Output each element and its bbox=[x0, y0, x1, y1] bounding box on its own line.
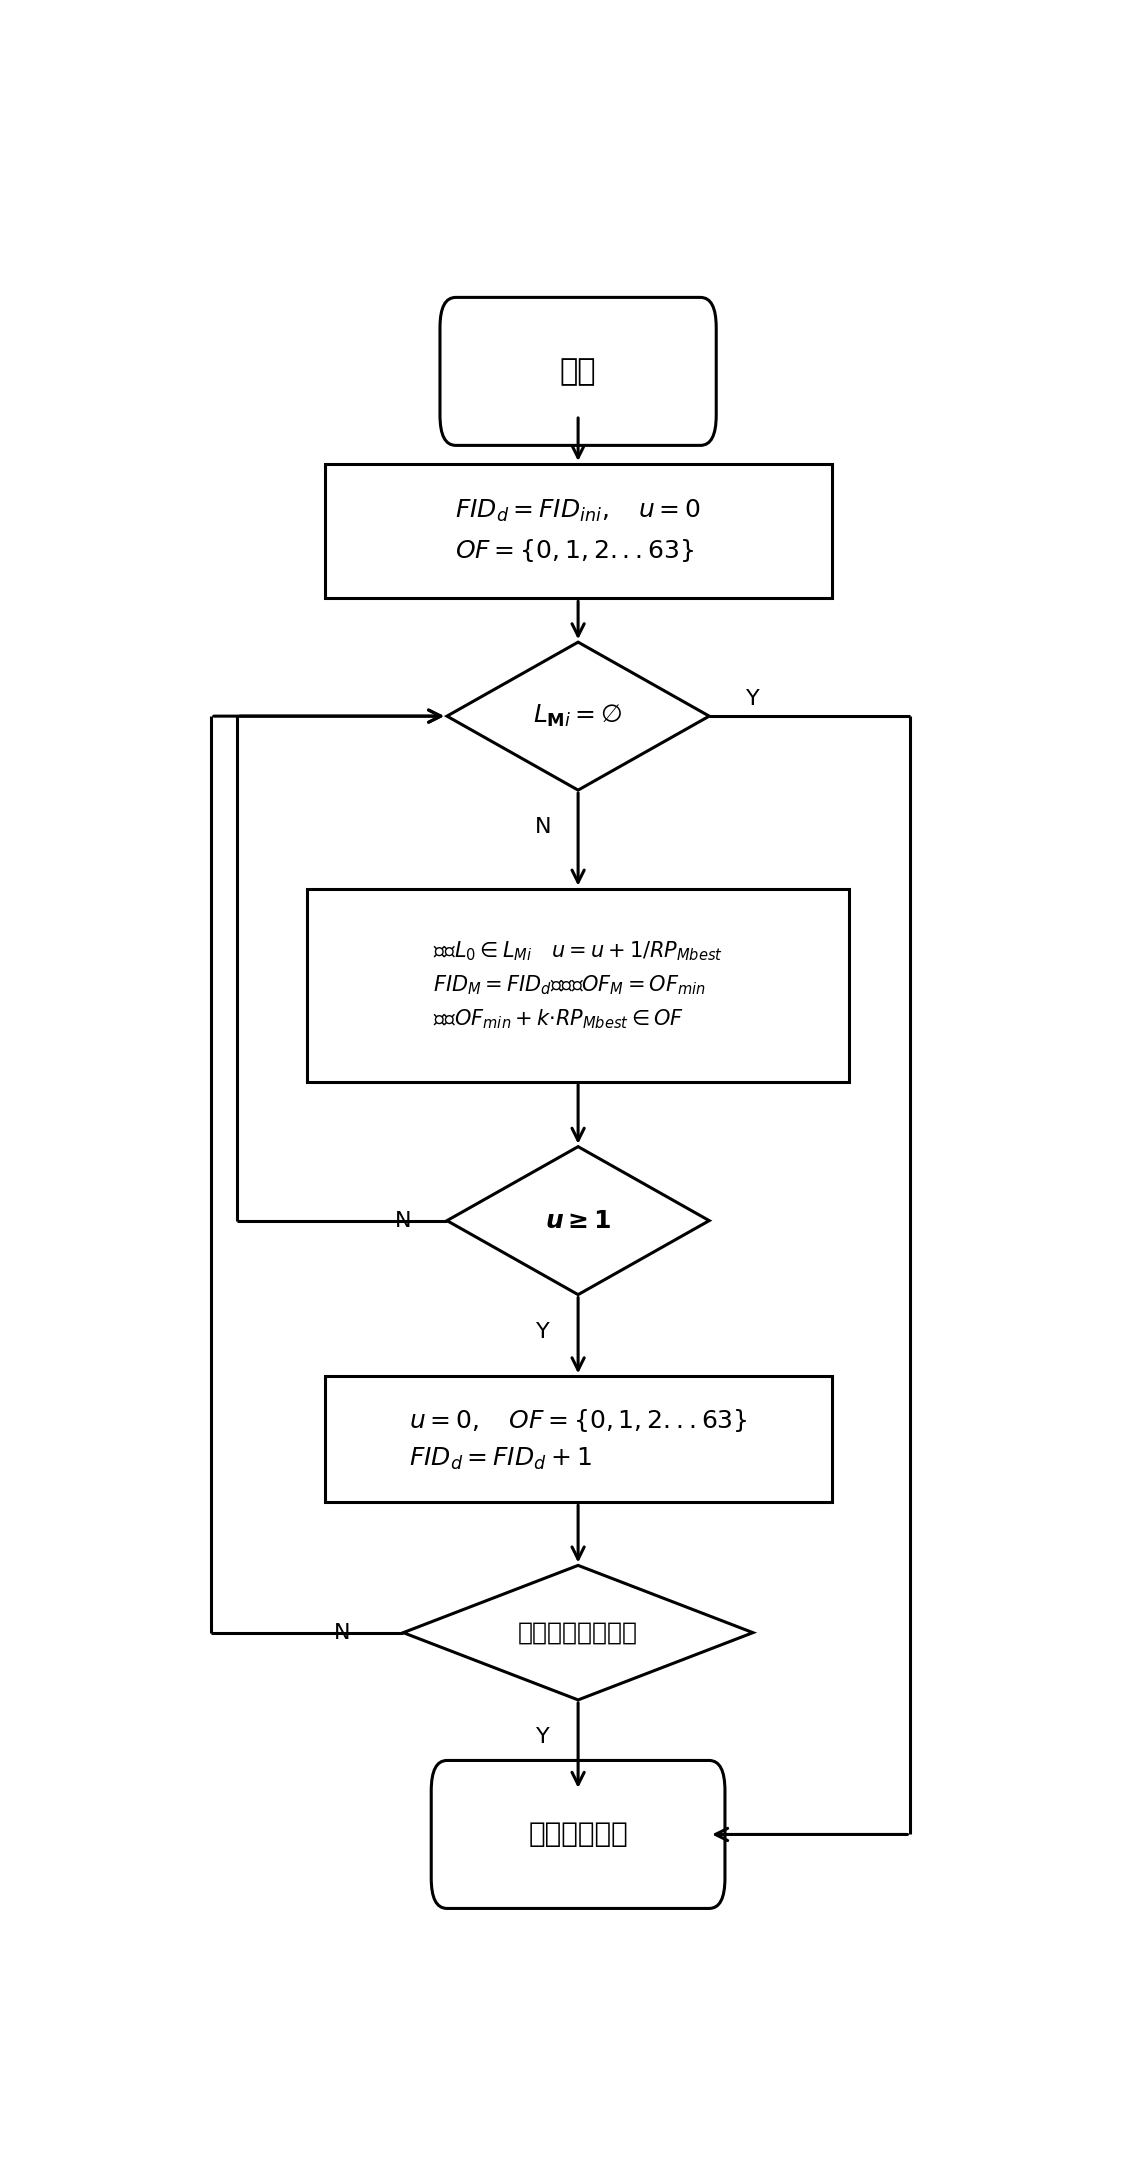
Text: 消息是否全部分配: 消息是否全部分配 bbox=[518, 1621, 638, 1645]
Text: 移除$L_0 \in L_{Mi}\quad u=u+1/RP_{Mbest}$
$FID_M = FID_d$，分配$OF_M = OF_{min}$
移除$: 移除$L_0 \in L_{Mi}\quad u=u+1/RP_{Mbest}$… bbox=[433, 939, 723, 1031]
Text: Y: Y bbox=[536, 1321, 550, 1341]
Text: Y: Y bbox=[536, 1728, 550, 1747]
Bar bbox=[325, 1376, 831, 1503]
Text: Y: Y bbox=[746, 690, 760, 710]
Bar bbox=[325, 463, 831, 598]
FancyBboxPatch shape bbox=[431, 1760, 725, 1909]
Text: $\boldsymbol{u \geq 1}$: $\boldsymbol{u \geq 1}$ bbox=[545, 1208, 611, 1232]
Polygon shape bbox=[447, 642, 710, 791]
Text: N: N bbox=[395, 1210, 412, 1230]
Bar bbox=[307, 889, 849, 1081]
FancyBboxPatch shape bbox=[440, 297, 716, 446]
Text: $FID_d = FID_{ini},\quad u = 0$
$OF = \{0,1,2...63\}$: $FID_d = FID_{ini},\quad u = 0$ $OF = \{… bbox=[455, 498, 702, 563]
Polygon shape bbox=[447, 1147, 710, 1295]
Text: $L_{\mathbf{M}i} = \varnothing$: $L_{\mathbf{M}i} = \varnothing$ bbox=[534, 703, 623, 729]
Text: $u=0,\quad OF = \{0,1,2...63\}$
$FID_d = FID_d+1$: $u=0,\quad OF = \{0,1,2...63\}$ $FID_d =… bbox=[408, 1406, 748, 1472]
Text: N: N bbox=[535, 817, 552, 836]
Polygon shape bbox=[404, 1566, 754, 1699]
Text: 返回三元数组: 返回三元数组 bbox=[528, 1821, 628, 1848]
Text: N: N bbox=[334, 1623, 351, 1642]
Text: 开始: 开始 bbox=[559, 356, 597, 387]
